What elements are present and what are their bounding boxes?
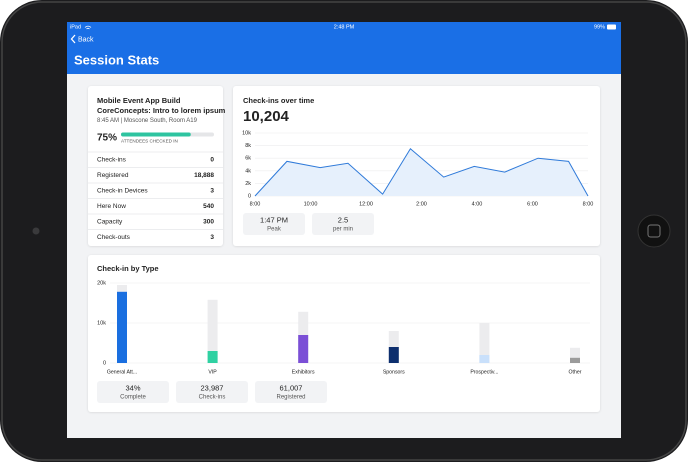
home-icon [647, 224, 661, 238]
bar [207, 351, 218, 363]
x-tick-label: 8:00 [250, 201, 261, 207]
x-tick-label: 12:00 [359, 201, 373, 207]
line [254, 147, 589, 197]
y-tick-label: 0 [248, 193, 251, 199]
y-tick-label: 2k [245, 181, 251, 187]
battery-percent: 99% [594, 24, 605, 30]
y-tick-label: 6k [245, 156, 251, 162]
bar [570, 347, 580, 363]
x-tick-label: 2:00 [416, 201, 427, 207]
x-tick-label: Sponsors [383, 369, 405, 375]
home-button[interactable] [637, 214, 671, 248]
bar [570, 357, 580, 363]
area [255, 148, 588, 196]
y-tick-label: 0 [103, 360, 106, 366]
x-tick-label: Exhibitors [292, 369, 315, 375]
session-subtitle: CoreConcepts: Intro to lorem ipsum [97, 106, 226, 115]
x-tick-label: General Att... [107, 369, 137, 375]
stat-label: Registered [276, 395, 305, 401]
session-card [88, 86, 223, 246]
session-meta: 8:45 AM | Moscone South, Room A19 [97, 118, 198, 124]
bar [479, 323, 490, 363]
progress-fill [121, 132, 191, 137]
battery-icon [607, 24, 616, 30]
stat-box [312, 213, 374, 235]
camera [32, 227, 40, 235]
y-tick-label: 20k [97, 280, 106, 286]
x-tick-label: Prospectiv... [470, 369, 498, 375]
x-tick-label: 10:00 [304, 201, 318, 207]
session-title: Mobile Event App Build [97, 96, 181, 105]
x-tick-label: Other [569, 369, 582, 375]
header-bar [67, 22, 621, 74]
device-name: iPad [70, 24, 81, 30]
stat-label: Complete [120, 395, 146, 401]
back-chevron[interactable] [70, 34, 76, 44]
row-value: 18,888 [194, 172, 214, 179]
x-tick-label: 4:00 [472, 201, 483, 207]
stat-label: Peak [267, 227, 282, 233]
row-label: Check-in Devices [97, 187, 148, 194]
total-checkins: 10,204 [243, 108, 290, 125]
y-tick-label: 4k [245, 168, 251, 174]
row-value: 0 [210, 156, 214, 163]
stat-label: Check-ins [199, 395, 226, 401]
x-tick-label: VIP [208, 369, 217, 375]
page-title: Session Stats [74, 52, 159, 67]
wifi-icon [84, 25, 92, 30]
row-value: 300 [203, 218, 214, 225]
bar [207, 299, 218, 363]
row-label: Registered [97, 172, 129, 179]
x-tick-label: 8:00 [583, 201, 594, 207]
progress-label: 75% [97, 133, 117, 144]
row-label: Here Now [97, 203, 126, 210]
row-label: Check-ins [97, 156, 127, 163]
chart-title: Check-in by Type [97, 264, 159, 273]
stat-value: 1:47 PM [260, 215, 288, 224]
clock: 2:48 PM [334, 24, 355, 30]
row-value: 3 [210, 234, 214, 241]
row-label: Check-outs [97, 234, 131, 241]
stat-box [97, 381, 169, 403]
stat-value: 23,987 [201, 383, 224, 392]
x-tick-label: 6:00 [527, 201, 538, 207]
back-button[interactable]: Back [78, 36, 94, 43]
stat-box [255, 381, 327, 403]
stat-value: 61,007 [280, 383, 303, 392]
bar [388, 347, 399, 363]
chart-title: Check-ins over time [243, 96, 314, 105]
row-value: 540 [203, 203, 214, 210]
row-value: 3 [210, 187, 214, 194]
row-label: Capacity [97, 218, 123, 225]
stat-label: per min [333, 227, 353, 233]
stat-value: 2.5 [338, 215, 348, 224]
stat-value: 34% [125, 383, 140, 392]
progress-caption: ATTENDEES CHECKED IN [121, 139, 178, 144]
y-tick-label: 10k [97, 320, 106, 326]
bar-card [88, 255, 600, 412]
stat-box [176, 381, 248, 403]
y-tick-label: 10k [242, 130, 251, 136]
bar [479, 355, 490, 363]
y-tick-label: 8k [245, 143, 251, 149]
bar [117, 291, 127, 363]
bar [298, 335, 309, 363]
stat-box [243, 213, 305, 235]
